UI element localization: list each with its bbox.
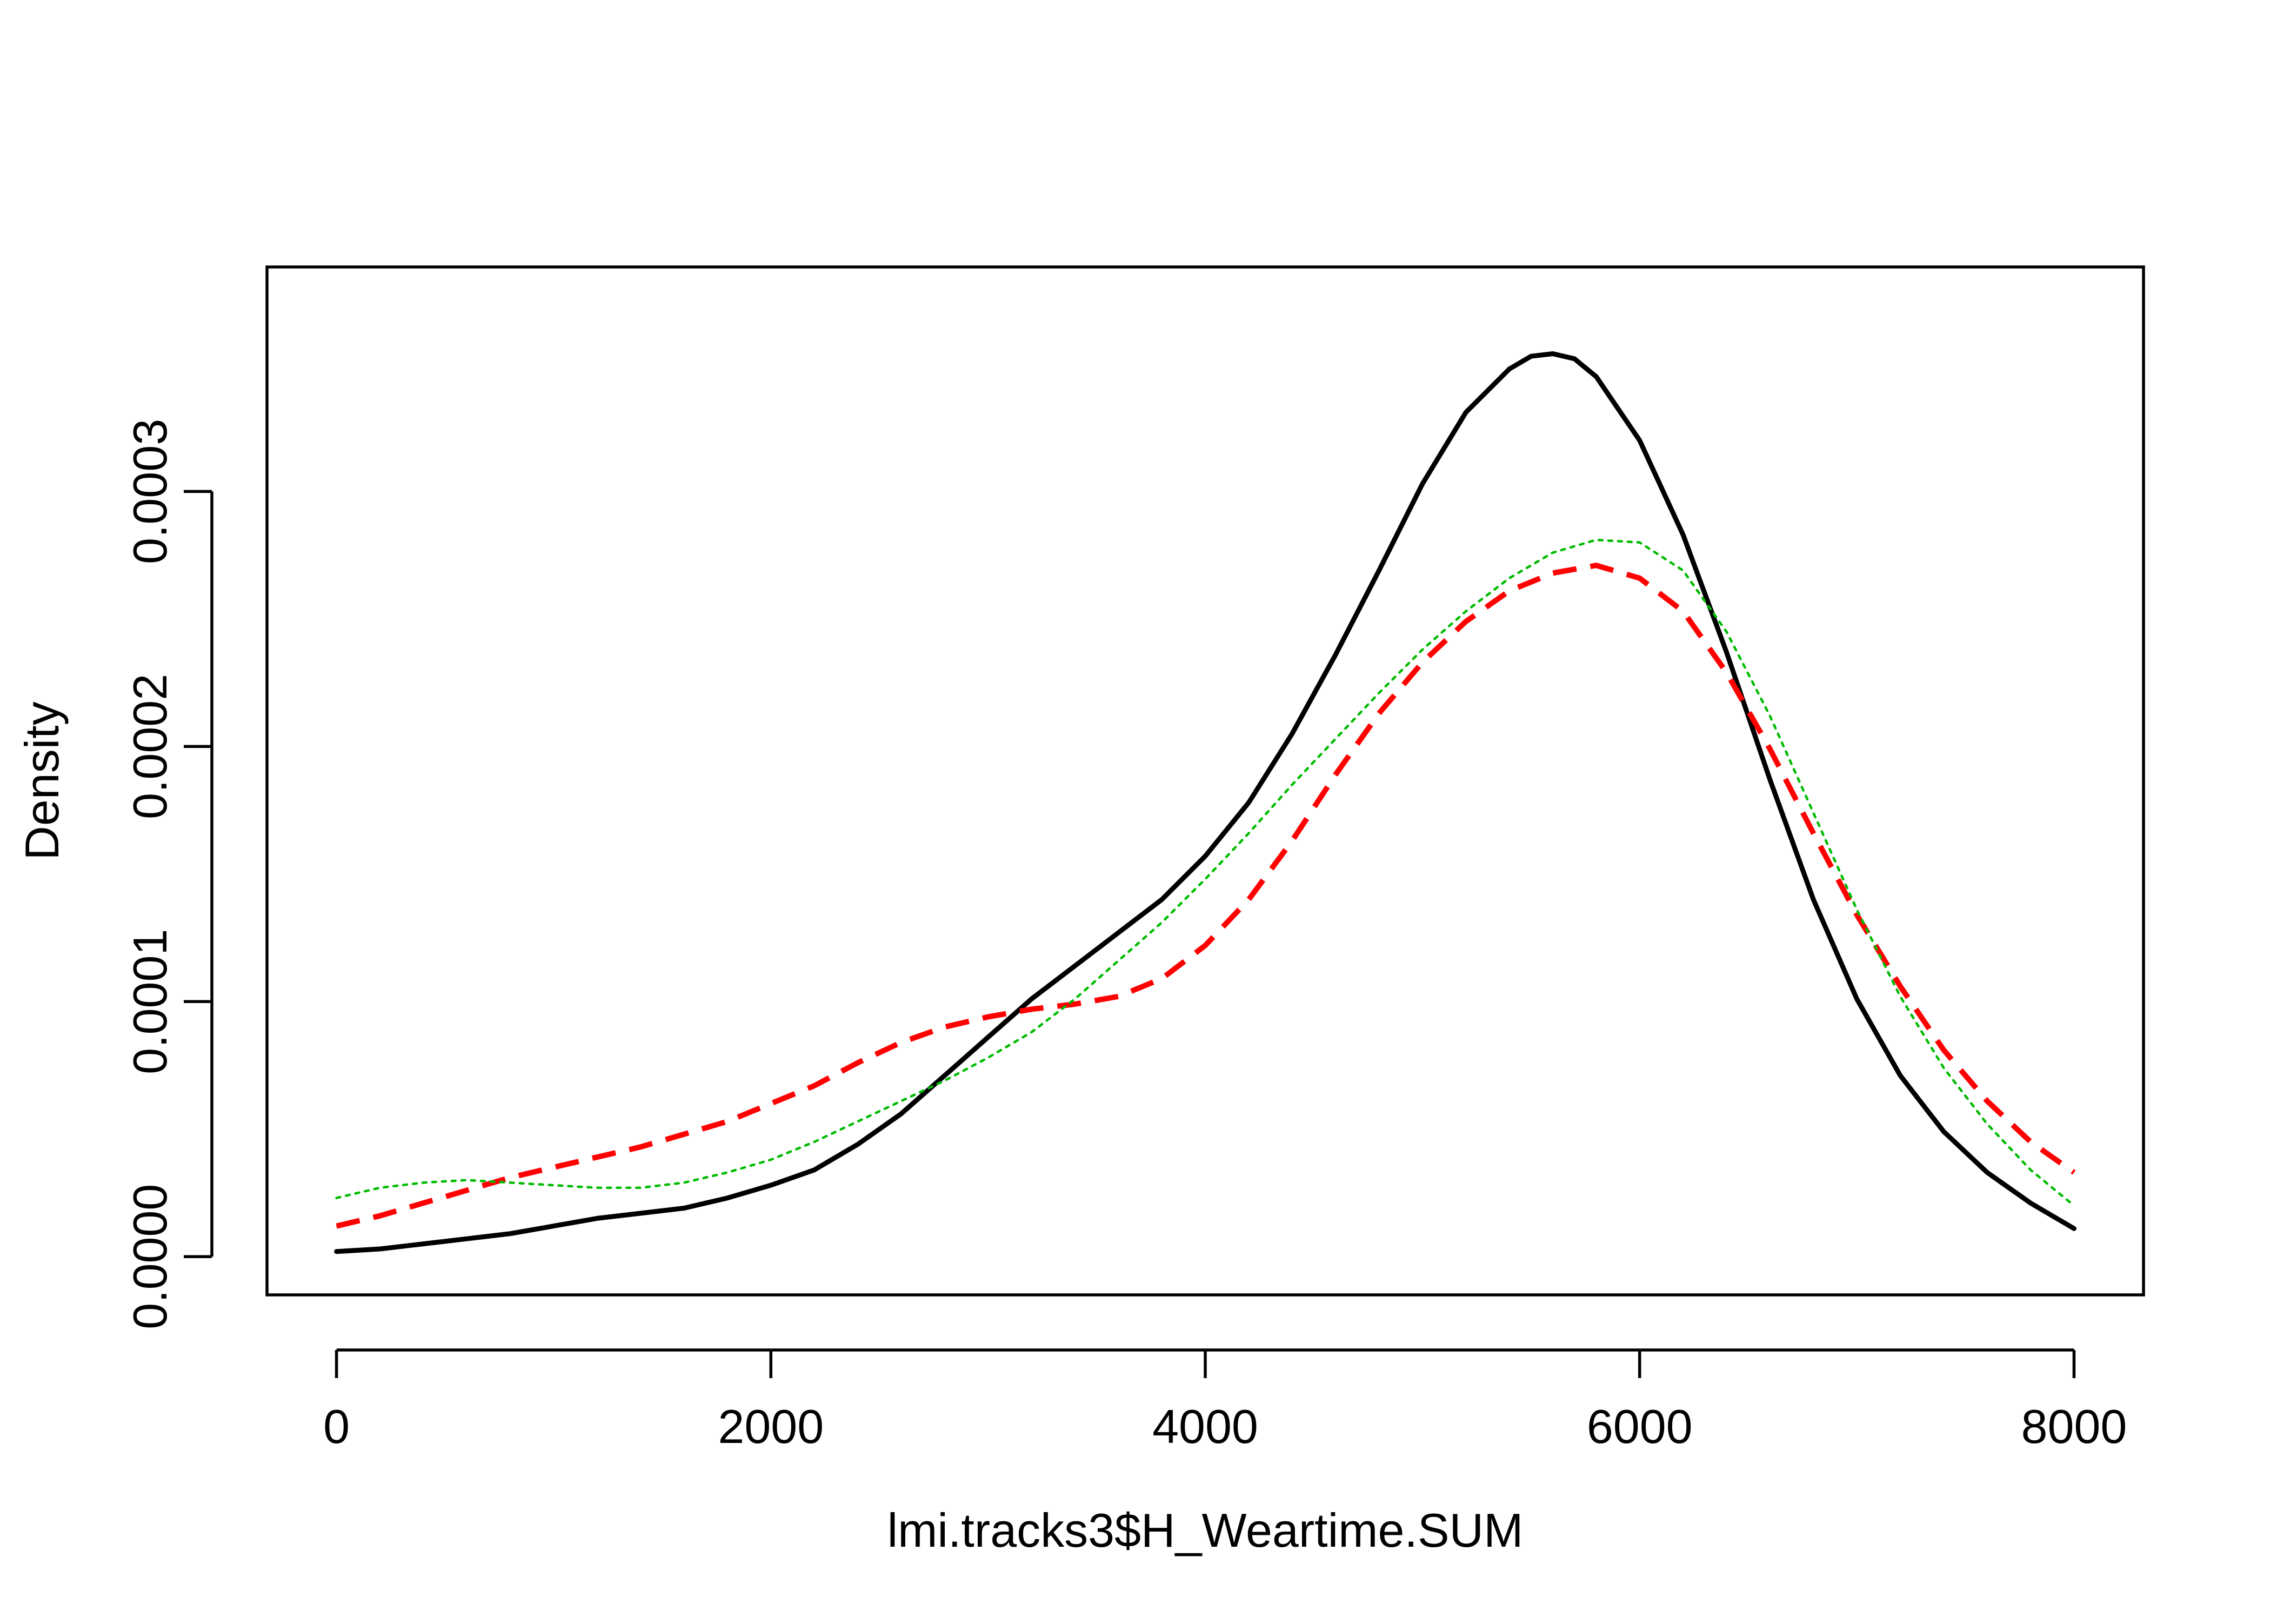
x-tick-label-3: 6000 <box>1587 1400 1693 1453</box>
y-tick-label-2: 0.0002 <box>123 674 177 819</box>
x-tick-label-4: 8000 <box>2021 1400 2127 1453</box>
y-tick-label-1: 0.0001 <box>123 929 177 1074</box>
plot-frame <box>265 265 2145 1296</box>
y-axis-title: Density <box>15 701 69 860</box>
x-tick-label-2: 4000 <box>1152 1400 1258 1453</box>
series-layer <box>334 351 2077 1254</box>
x-tick-label-0: 0 <box>323 1400 350 1453</box>
y-axis: 0.0000 0.0001 0.0002 0.0003 <box>123 419 213 1329</box>
y-tick-label-3: 0.0003 <box>123 419 177 564</box>
series-line-red-dashed <box>336 563 2076 1229</box>
series-line-green-dotted <box>335 538 2075 1207</box>
x-axis-title: lmi.tracks3$H_Weartime.SUM <box>887 1503 1524 1557</box>
x-tick-label-1: 2000 <box>718 1400 824 1453</box>
series-line-black-solid <box>334 351 2077 1254</box>
x-axis: 0 2000 4000 6000 8000 <box>323 1348 2127 1453</box>
y-tick-label-0: 0.0000 <box>123 1184 177 1329</box>
